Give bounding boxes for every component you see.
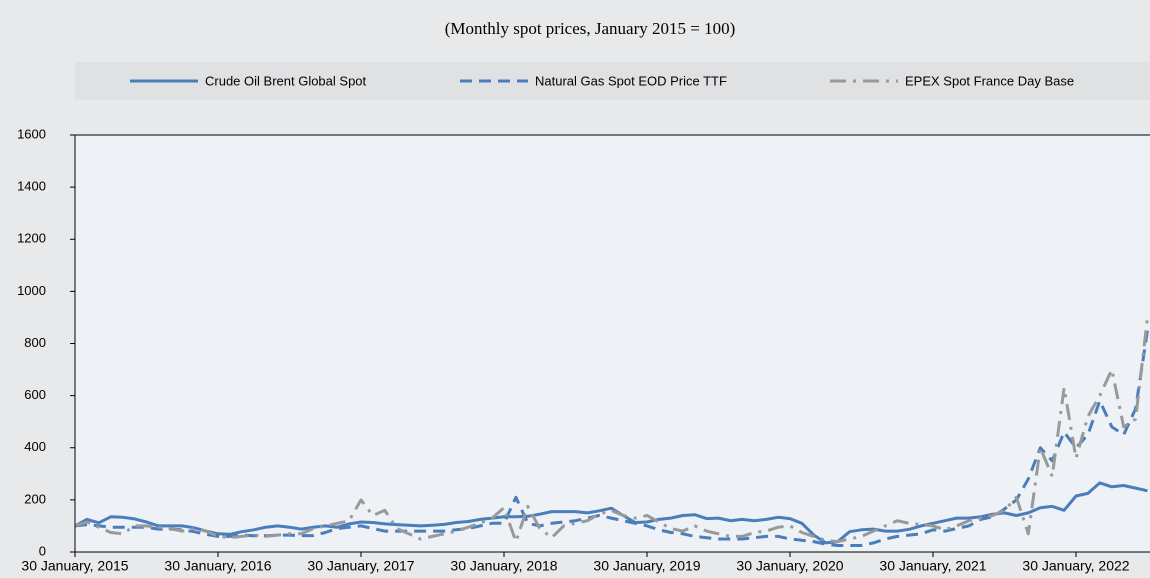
x-tick-label: 30 January, 2021	[879, 558, 986, 574]
y-tick-label: 1600	[17, 126, 46, 141]
series-line	[75, 330, 1149, 547]
legend-label: Crude Oil Brent Global Spot	[205, 73, 367, 88]
y-tick-label: 400	[24, 439, 46, 454]
legend-label: EPEX Spot France Day Base	[905, 73, 1074, 88]
x-tick-label: 30 January, 2020	[736, 558, 843, 574]
plot-area	[75, 135, 1150, 552]
chart-subtitle: (Monthly spot prices, January 2015 = 100…	[445, 19, 736, 38]
x-tick-label: 30 January, 2022	[1022, 558, 1129, 574]
legend-label: Natural Gas Spot EOD Price TTF	[535, 73, 727, 88]
x-tick-label: 30 January, 2016	[164, 558, 271, 574]
x-tick-label: 30 January, 2017	[307, 558, 414, 574]
series-line	[75, 317, 1149, 544]
y-tick-label: 1400	[17, 179, 46, 194]
legend-box	[75, 62, 1150, 100]
x-tick-label: 30 January, 2019	[593, 558, 700, 574]
series-line	[75, 481, 1148, 545]
y-tick-label: 1000	[17, 283, 46, 298]
x-tick-label: 30 January, 2015	[21, 558, 128, 574]
y-tick-label: 800	[24, 335, 46, 350]
lines	[75, 317, 1149, 547]
y-tick-label: 0	[39, 543, 46, 558]
y-tick-label: 200	[24, 491, 46, 506]
y-tick-label: 600	[24, 387, 46, 402]
x-tick-label: 30 January, 2018	[450, 558, 557, 574]
y-tick-label: 1200	[17, 231, 46, 246]
